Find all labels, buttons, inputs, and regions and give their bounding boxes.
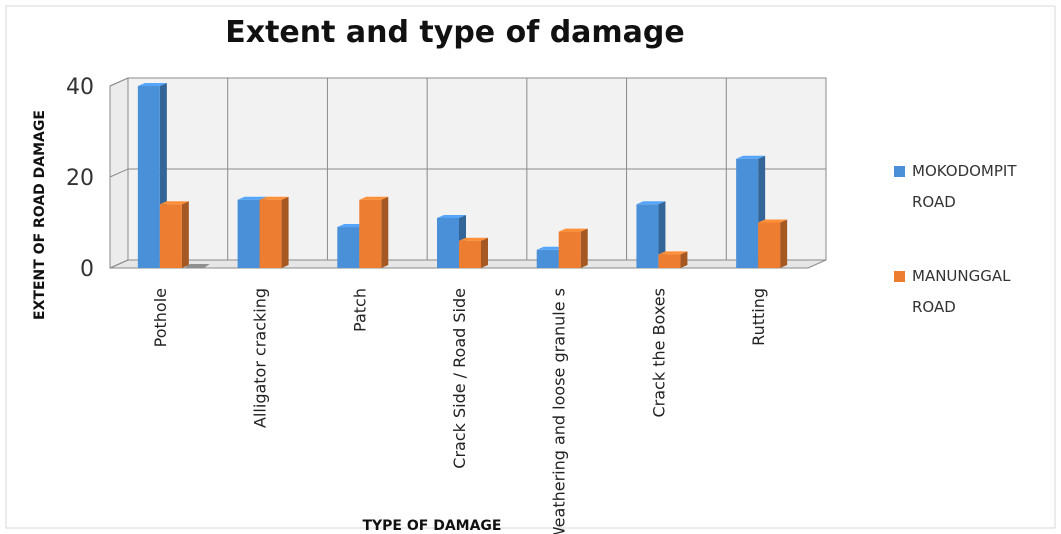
legend-label: ROAD: [912, 193, 956, 211]
legend-label: ROAD: [912, 298, 956, 316]
bar: [758, 219, 788, 268]
bar-front: [636, 204, 659, 268]
grey-series-mark: [183, 264, 210, 268]
bar-side: [680, 251, 688, 268]
bar-front: [459, 240, 481, 268]
bar-front: [359, 199, 382, 268]
x-tick-label: Pothole: [151, 288, 170, 347]
plot-area: 0 20 40 Pothole Alligator cracking Patch Crack…: [66, 75, 827, 534]
bar-front: [337, 227, 360, 268]
bar-front: [758, 222, 781, 268]
bar-front: [137, 86, 160, 268]
bar-top: [636, 201, 666, 205]
legend-swatch: [894, 166, 905, 177]
bar-front: [159, 204, 182, 268]
bar: [658, 251, 688, 268]
bar: [558, 228, 588, 268]
bar-front: [437, 217, 459, 268]
legend-swatch: [894, 271, 905, 282]
x-tick-label: Weathering and loose granule s: [550, 288, 569, 534]
y-axis-title: EXTENT OF ROAD DAMAGE: [32, 110, 48, 320]
bar-side: [181, 201, 189, 268]
bar-top: [658, 251, 688, 255]
x-tick-label: Rutting: [749, 288, 768, 346]
x-tick-label: Alligator cracking: [251, 288, 270, 428]
legend: MOKODOMPIT ROAD MANUNGGAL ROAD: [894, 162, 1017, 316]
bar-front: [237, 199, 260, 268]
bar-top: [159, 201, 189, 205]
bar: [459, 237, 488, 268]
bar: [159, 201, 189, 268]
bar-top: [758, 219, 788, 223]
bar-side: [658, 201, 666, 268]
bar-front: [736, 158, 759, 268]
bar-top: [237, 196, 267, 200]
bar-top: [259, 196, 289, 200]
chart-title: Extent and type of damage: [225, 15, 685, 50]
bar-top: [736, 155, 766, 159]
bar-front: [658, 254, 681, 268]
y-tick-label: 40: [66, 75, 94, 100]
x-axis-title: TYPE OF DAMAGE: [362, 518, 501, 534]
y-tick-label: 20: [66, 166, 94, 191]
bar-side: [780, 219, 788, 268]
bar: [359, 196, 389, 268]
bar-side: [281, 196, 289, 268]
legend-label: MANUNGGAL: [912, 267, 1011, 285]
bar-side: [381, 196, 389, 268]
bar-top: [137, 83, 167, 86]
bar-top: [536, 246, 566, 250]
bar-top: [337, 224, 367, 228]
bar-side: [481, 237, 488, 268]
bar-top: [459, 237, 488, 241]
bar-side: [580, 228, 588, 268]
x-tick-label: Crack Side / Road Side: [450, 288, 469, 469]
x-tick-label: Crack the Boxes: [649, 288, 668, 417]
bar-front: [536, 249, 559, 268]
bar-top: [359, 196, 389, 200]
bar-front: [259, 199, 282, 268]
legend-label: MOKODOMPIT: [912, 162, 1017, 180]
y-tick-label: 0: [80, 257, 94, 282]
chart-border: [5, 5, 1056, 529]
bar-front: [558, 231, 581, 268]
x-tick-label: Patch: [350, 288, 369, 332]
bar-top: [558, 228, 588, 232]
bar: [259, 196, 289, 268]
bar: [636, 201, 666, 268]
bar-top: [437, 214, 466, 218]
